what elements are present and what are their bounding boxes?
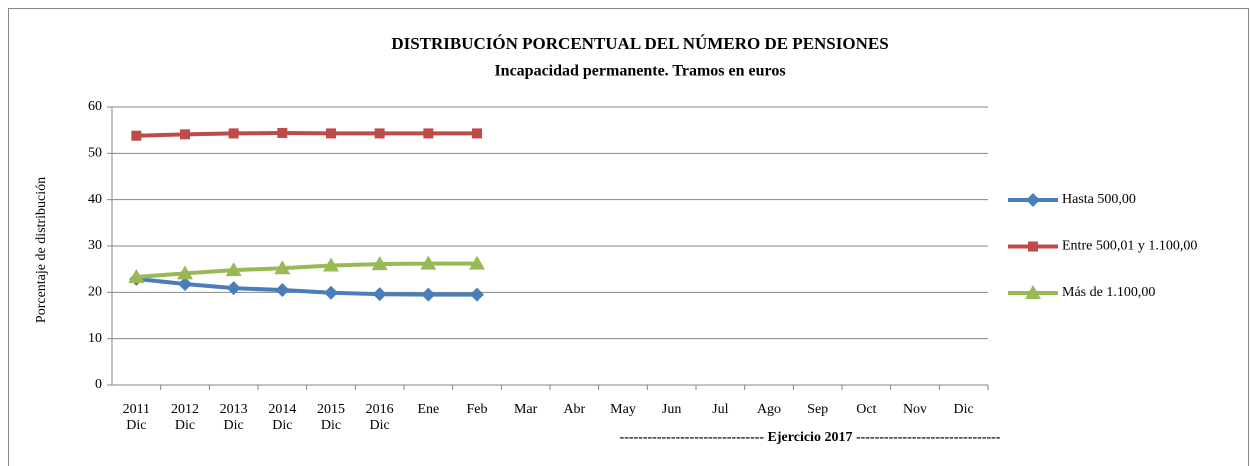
x-tick-label: Feb (466, 402, 488, 417)
point (131, 130, 142, 141)
x-tick-label: Mar (513, 402, 538, 417)
x-tick-label: 2011 Dic (122, 402, 151, 433)
y-tick-label: 20 (88, 285, 102, 300)
point (226, 281, 241, 296)
y-tick-label: 30 (88, 238, 102, 253)
point (128, 269, 145, 284)
point (228, 128, 239, 139)
annotation: ------------------------------- Ejercici… (620, 430, 1001, 445)
point (472, 128, 482, 139)
x-tick-label: May (610, 402, 636, 417)
point (277, 127, 288, 138)
point (274, 260, 291, 275)
x-tick-label: Oct (856, 402, 877, 417)
point (225, 262, 242, 277)
point (374, 128, 385, 139)
chart-subtitle: Incapacidad permanente. Tramos en euros (494, 63, 785, 80)
series-line (136, 276, 477, 297)
x-tick-label: 2014 Dic (268, 402, 297, 433)
point (323, 257, 339, 272)
y-tick-label: 50 (88, 146, 102, 161)
x-tick-label: 2013 Dic (219, 402, 248, 433)
x-tick-label: Ene (417, 402, 440, 417)
y-tick-label: 40 (88, 192, 102, 207)
point (326, 128, 336, 139)
legend-label: Hasta 500,00 (1062, 192, 1136, 207)
point (324, 285, 338, 300)
point (177, 265, 193, 280)
legend-label: Entre 500,01 y 1.100,00 (1062, 239, 1197, 254)
point (469, 255, 485, 270)
x-tick-label: Jun (661, 402, 682, 417)
x-tick-label: Jul (712, 402, 729, 417)
y-axis-label: Porcentaje de distribución (34, 177, 49, 323)
x-tick-label: 2016 Dic (365, 402, 394, 433)
x-tick-label: Sep (807, 402, 829, 417)
point (421, 287, 436, 302)
point (423, 128, 434, 139)
x-tick-label: 2015 Dic (317, 402, 345, 433)
legend-marker (1025, 285, 1041, 299)
point (178, 276, 192, 291)
point (180, 129, 190, 140)
point (420, 255, 437, 270)
x-tick-label: Abr (563, 402, 586, 417)
x-tick-label: 2012 Dic (171, 402, 199, 433)
legend-label: Más de 1.100,00 (1062, 285, 1155, 300)
y-tick-label: 10 (88, 331, 102, 346)
y-tick-label: 60 (88, 99, 102, 114)
frame (8, 8, 1249, 466)
legend-marker (1026, 193, 1040, 207)
chart-title: DISTRIBUCIÓN PORCENTUAL DEL NÚMERO DE PE… (391, 34, 888, 53)
point (371, 256, 388, 271)
series-line (136, 130, 477, 138)
y-tick-label: 0 (95, 377, 102, 392)
x-tick-label: Dic (953, 402, 974, 417)
point (470, 287, 484, 302)
legend-marker (1028, 241, 1038, 252)
point (372, 287, 387, 302)
x-tick-label: Ago (756, 402, 782, 417)
x-tick-label: Nov (902, 402, 928, 417)
series-line (136, 261, 477, 280)
point (275, 283, 290, 298)
